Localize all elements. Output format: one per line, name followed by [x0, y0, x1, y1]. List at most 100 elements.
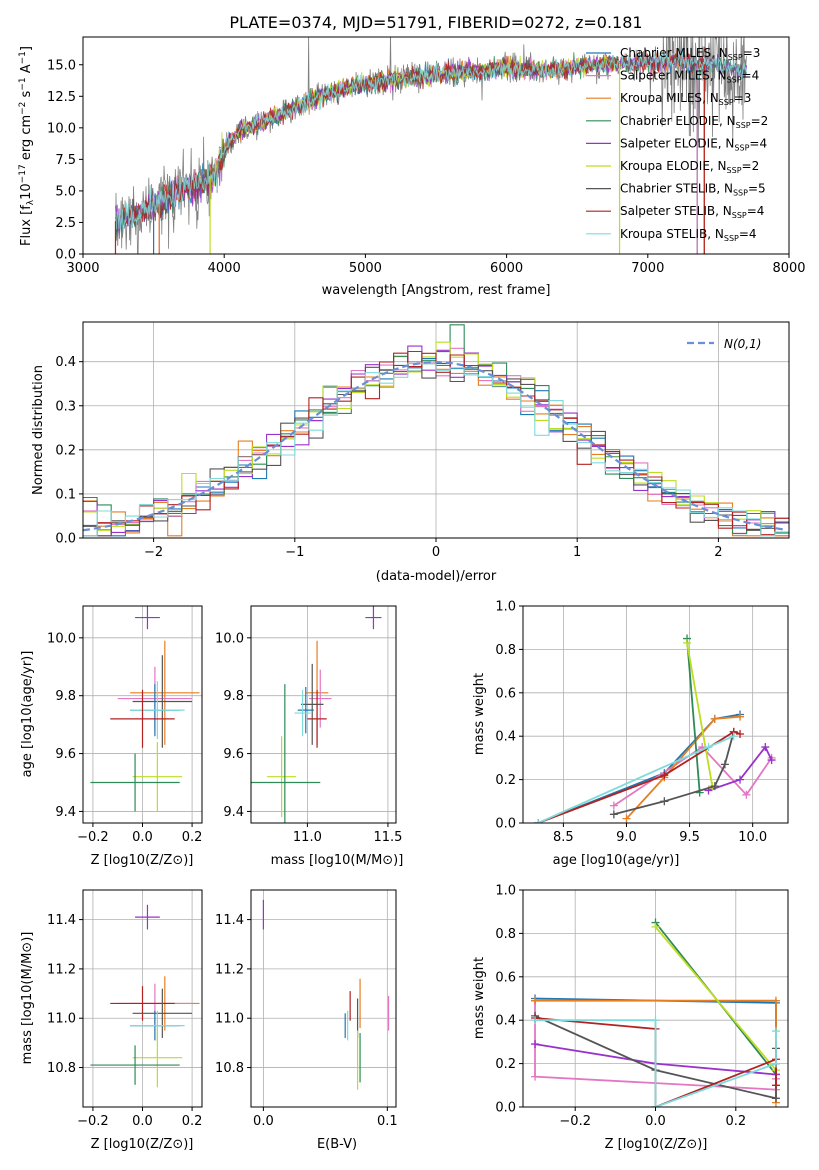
y-tick-label: 7.5	[55, 153, 76, 168]
y-tick-label: 10.0	[215, 631, 244, 646]
y-tick-label: 12.5	[47, 90, 76, 105]
weight_age-x-label: age [log10(age/yr)]	[553, 853, 680, 868]
legend-entry: Salpeter STELIB, NSSP=4	[620, 204, 764, 220]
y-tick-label: 11.0	[47, 1012, 76, 1027]
weight_z-frame	[522, 889, 789, 1108]
spectrum-y-label-part: A	[19, 64, 34, 77]
mass-weight-marker	[534, 819, 543, 823]
x-tick-label: 3000	[66, 261, 99, 276]
y-tick-label: 0.1	[55, 487, 76, 502]
legend-nssp-prefix: , N	[710, 69, 727, 83]
y-tick-label: 0.4	[495, 1014, 516, 1029]
residual-histogram-step	[83, 362, 789, 537]
age_mass-x-label: mass [log10(M/M⊙)]	[271, 853, 404, 868]
legend-entry: Salpeter ELODIE, NSSP=4	[620, 136, 767, 152]
y-tick-label: 0.2	[495, 1057, 516, 1072]
age_z-x-label: Z [log10(Z/Z⊙)]	[91, 853, 194, 868]
mass-weight-line	[535, 1019, 777, 1107]
x-tick-label: 6000	[490, 261, 523, 276]
mass-weight-line	[534, 1017, 777, 1107]
mass-weight-marker	[710, 714, 719, 723]
mass_z-axes	[79, 890, 202, 1111]
legend-nssp-value: 4	[752, 69, 760, 83]
y-tick-label: 9.8	[223, 689, 244, 704]
residual-histogram-step	[83, 341, 789, 531]
legend-label: Chabrier STELIB	[620, 182, 716, 196]
mass-weight-marker	[531, 1040, 540, 1049]
y-tick-label: 0.0	[55, 532, 76, 547]
y-tick-label: 10.8	[47, 1061, 76, 1076]
legend-nssp-value: 4	[757, 204, 765, 218]
legend-nssp-eq: =	[748, 182, 758, 196]
residuals-frame	[82, 321, 790, 539]
spectrum-y-label-part: erg cm	[19, 115, 34, 164]
mass-weight-marker	[622, 814, 631, 823]
normal-distribution-legend-label: N(0,1)	[724, 337, 761, 351]
legend-nssp-sub: SSP	[727, 166, 742, 175]
mass-weight-marker	[771, 1081, 780, 1090]
mass_ebv-x-label: E(B-V)	[317, 1137, 357, 1152]
y-tick-label: 1.0	[495, 884, 516, 899]
mass-weight-marker	[609, 801, 618, 810]
y-tick-label: 0.3	[55, 399, 76, 414]
y-tick-label: 0.0	[495, 1101, 516, 1116]
mass-weight-marker	[720, 760, 729, 769]
x-tick-label: 2	[714, 545, 722, 560]
spectrum-y-label-part: Flux [f	[19, 205, 34, 246]
legend-entry: Chabrier MILES, NSSP=3	[620, 46, 760, 62]
mass-weight-line	[686, 638, 701, 793]
x-tick-label: 8.5	[553, 830, 574, 845]
legend-label: Salpeter STELIB	[620, 204, 715, 218]
legend-nssp-prefix: , N	[702, 91, 719, 105]
spectrum-frame	[82, 36, 790, 255]
mass-weight-marker	[651, 1103, 660, 1107]
mass-weight-marker	[736, 775, 745, 784]
spectrum-y-label-part: s	[19, 90, 34, 101]
x-tick-label: 0.0	[645, 1114, 666, 1129]
age_mass-frame	[250, 605, 397, 824]
y-tick-label: 10.0	[47, 631, 76, 646]
x-tick-label: 9.0	[616, 830, 637, 845]
mass-weight-marker	[710, 782, 719, 791]
legend-nssp-prefix: , N	[715, 204, 732, 218]
legend-nssp-value: 2	[761, 114, 769, 128]
mass-weight-marker	[771, 1059, 780, 1068]
mass-weight-marker	[683, 638, 692, 647]
age_z-axes	[79, 606, 202, 827]
mass_z-frame	[82, 889, 203, 1108]
mass-weight-marker	[771, 1094, 780, 1103]
legend-nssp-value: 4	[749, 227, 757, 241]
mass-weight-marker	[660, 797, 669, 806]
spectrum-y-label-part: λ	[26, 199, 36, 205]
mass-weight-marker	[609, 810, 618, 819]
legend-entry: Kroupa MILES, NSSP=3	[620, 91, 751, 107]
mass_z-x-label: Z [log10(Z/Z⊙)]	[91, 1137, 194, 1152]
spectrum-y-label-part: −17	[18, 164, 28, 183]
mass-weight-line	[686, 642, 714, 787]
legend-entry: Salpeter MILES, NSSP=4	[620, 69, 759, 85]
legend-label: Salpeter ELODIE	[620, 136, 718, 150]
x-tick-label: 11.5	[373, 830, 402, 845]
mass_ebv-frame	[250, 889, 397, 1108]
x-tick-label: 0.0	[132, 830, 153, 845]
residuals-x-label: (data-model)/error	[376, 569, 497, 584]
legend-nssp-eq: =	[742, 159, 752, 173]
mass-weight-marker	[767, 756, 776, 765]
mass-weight-marker	[742, 790, 751, 799]
legend-nssp-eq: =	[739, 227, 749, 241]
mass-weight-marker	[531, 1072, 540, 1081]
legend-nssp-sub: SSP	[727, 76, 742, 85]
legend-label: Chabrier ELODIE	[620, 114, 719, 128]
age_z-frame	[82, 605, 203, 824]
x-tick-label: −0.2	[559, 1114, 591, 1129]
spectrum-title: PLATE=0374, MJD=51791, FIBERID=0272, z=0…	[229, 13, 642, 32]
spectrum-y-label-part: 10	[19, 183, 34, 200]
x-tick-label: −2	[144, 545, 163, 560]
weight_z-x-label: Z [log10(Z/Z⊙)]	[605, 1137, 708, 1152]
legend-nssp-value: 4	[759, 136, 767, 150]
legend-entry: Kroupa ELODIE, NSSP=2	[620, 159, 759, 175]
x-tick-label: 0	[432, 545, 440, 560]
y-tick-label: 1.0	[495, 600, 516, 615]
mass_ebv-axes	[247, 890, 396, 1111]
age_mass-plot-area	[251, 606, 382, 823]
